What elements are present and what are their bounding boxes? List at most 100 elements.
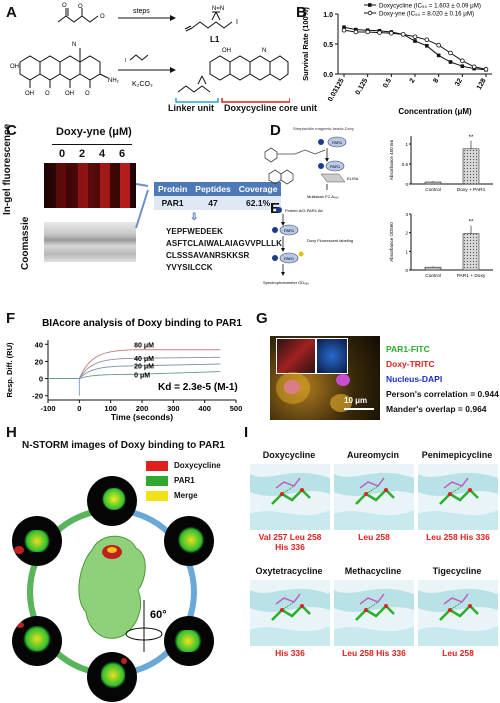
b-point: [341, 27, 347, 33]
f-xtick-label: 200: [136, 404, 149, 413]
b-ytick-label: 1.0: [323, 12, 333, 19]
l1-structure: [184, 11, 233, 32]
peptide-3: CLSSSAVANRSKKSR: [166, 251, 250, 260]
svg-text:I: I: [236, 19, 238, 26]
svg-text:Protein A/G-PAR1 Ab: Protein A/G-PAR1 Ab: [285, 208, 323, 213]
f-xtick-label: 100: [104, 404, 117, 413]
l1-text: L1: [210, 35, 220, 44]
dock-image-0: [250, 464, 330, 530]
f-curve-3: [48, 371, 221, 380]
storm-lower-right: [164, 616, 214, 666]
b-point: [353, 29, 359, 35]
ytick-label: 1: [405, 142, 408, 147]
b-ytick-label: 0.0: [323, 72, 333, 79]
doxy-yne-title: Doxy-yne (μM): [56, 126, 132, 138]
lane-4: 4: [98, 148, 106, 160]
dock-residue-3-0: His 336: [275, 648, 305, 658]
xtick-label-1: Doxy + PAR1: [457, 187, 486, 193]
pearson-corr: Person's correlation = 0.944: [386, 389, 499, 399]
storm-top: [87, 476, 137, 526]
panel-label-a: A: [6, 4, 17, 21]
dock-title-3: Oxytetracycline: [255, 566, 323, 576]
dock-title-1: Aureomycin: [346, 450, 399, 460]
svg-text:NH₂: NH₂: [108, 78, 120, 84]
b-legend-label: Doxycycline (IC₅₀ = 1.603 ± 0.09 μM): [379, 3, 481, 10]
b-series-line-0: [343, 26, 487, 71]
b-point: [400, 32, 406, 37]
significance: **: [469, 135, 474, 141]
gel-arrows: [135, 183, 149, 229]
b-point: [424, 37, 430, 43]
svg-text:N=N: N=N: [212, 6, 224, 12]
b-point: [377, 30, 382, 35]
h-legend-par1: PAR1: [146, 473, 221, 488]
b-xtick-label: 0.125: [355, 77, 370, 96]
legend-dapi: Nucleus-DAPI: [386, 374, 443, 384]
b-point: [389, 30, 394, 36]
svg-text:N: N: [262, 48, 266, 54]
ylabel: Absorbance 450 nm: [389, 140, 394, 181]
gel-lane-4: [100, 163, 110, 208]
b-xtick-label: 0.03125: [327, 77, 346, 103]
svg-text:OH: OH: [222, 48, 231, 54]
svg-text:I: I: [125, 58, 126, 64]
manders-overlap: Mander's overlap = 0.964: [386, 404, 487, 414]
dock-image-2: [418, 464, 498, 530]
core-bracket: [221, 98, 290, 103]
coomassie-label: Coomassie: [20, 216, 31, 270]
svg-text:OH: OH: [65, 91, 74, 97]
panel-label-f: F: [6, 310, 16, 327]
b-point: [483, 66, 489, 72]
absorbance-chart-d: 0 0.5 1 Absorbance 450 nm Control Doxy + PAR1…: [389, 135, 493, 193]
gel-lane-0: [56, 163, 66, 208]
svg-text:N: N: [72, 42, 76, 48]
f-ytick-label: 20: [35, 357, 43, 366]
cell-3: [330, 394, 352, 412]
header-coverage: Coverage: [234, 182, 282, 196]
b-point: [425, 44, 429, 48]
svg-text:O: O: [45, 91, 50, 97]
gel-lane-6: [120, 163, 130, 208]
ytick-label: 0.5: [402, 162, 409, 167]
f-ytick-label: 40: [35, 340, 43, 349]
d-par1-top: [327, 136, 347, 148]
cell-1: [276, 372, 310, 404]
f-series-label-1: 40 μM: [134, 356, 154, 363]
nucleus-1: [284, 380, 300, 394]
panel-label-c: C: [6, 122, 17, 139]
f-ytick-label: 0: [39, 375, 43, 384]
svg-text:OH: OH: [10, 64, 19, 70]
b-xlabel: Concentration (μM): [398, 107, 472, 116]
svg-text:PAR1: PAR1: [330, 164, 341, 169]
dock-title-4: Methacycline: [344, 566, 402, 576]
f-series-label-3: 0 μM: [134, 372, 150, 379]
scale-bar: [344, 408, 374, 410]
lane-0: 0: [58, 148, 66, 160]
legend-doxy-tritc: Doxy-TRITC: [386, 359, 435, 369]
nucleus-2: [336, 374, 350, 386]
header-peptides: Peptides: [191, 182, 235, 196]
storm-lower-left: [12, 616, 62, 666]
panel-a-scheme: O O O steps I N=N L1 OH OH O OH O NH₂ N K₂CO…: [10, 3, 290, 103]
ytick-label: 0: [405, 268, 408, 273]
dock-image-3: [250, 580, 330, 646]
steps-text: steps: [133, 8, 150, 15]
inset-2: [316, 338, 348, 374]
linker-bracket: [175, 98, 219, 103]
peptide-4: YVYSILCCK: [166, 263, 213, 272]
panel-label-e: E: [270, 200, 281, 217]
dock-image-5: [418, 580, 498, 646]
svg-text:O: O: [85, 91, 90, 97]
gel-lane-2: [78, 163, 88, 208]
cell-peptides: 47: [191, 196, 235, 210]
ytick-label: 0: [405, 182, 408, 187]
ytick-label: 1: [405, 249, 408, 254]
bar-0: [424, 181, 442, 185]
panel-e-scheme: Protein A/G-PAR1 Ab PAR1 Doxy Fluorescen…: [263, 207, 353, 285]
b-xtick-label: 8: [432, 77, 440, 84]
bar-1: [462, 233, 480, 271]
f-series-label-2: 20 μM: [134, 364, 154, 371]
b-xtick-label: 32: [454, 77, 464, 87]
dock-residue-1-0: Leu 258: [358, 532, 390, 542]
xtick-label-0: Control: [425, 273, 440, 279]
